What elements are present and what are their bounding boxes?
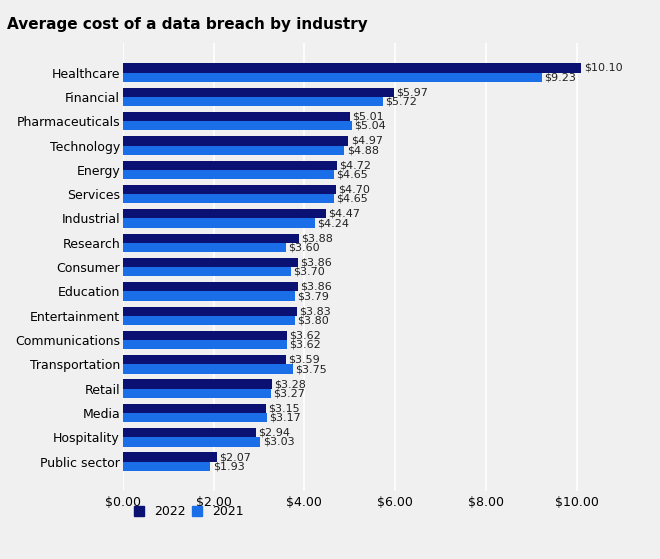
Text: $3.15: $3.15 [268, 404, 300, 414]
Text: $1.93: $1.93 [213, 461, 244, 471]
Text: $3.59: $3.59 [288, 355, 320, 365]
Text: $4.24: $4.24 [317, 218, 350, 228]
Text: $10.10: $10.10 [583, 63, 622, 73]
Text: $3.79: $3.79 [297, 291, 329, 301]
Bar [123, 112, 350, 121]
Text: $4.72: $4.72 [339, 160, 372, 170]
Bar [123, 63, 581, 73]
Bar [123, 437, 261, 447]
Bar [123, 234, 299, 243]
Bar [123, 355, 286, 364]
Text: $3.62: $3.62 [290, 330, 321, 340]
Bar [123, 243, 286, 252]
Text: $3.17: $3.17 [269, 413, 301, 423]
Bar [123, 194, 334, 203]
Bar [123, 258, 298, 267]
Text: $3.86: $3.86 [300, 258, 332, 268]
Bar [123, 340, 287, 349]
Bar [123, 145, 345, 155]
Text: $3.88: $3.88 [301, 233, 333, 243]
Legend: 2022, 2021: 2022, 2021 [129, 500, 249, 523]
Bar [123, 380, 272, 389]
Bar [123, 306, 297, 316]
Text: $5.04: $5.04 [354, 121, 385, 131]
Text: $3.28: $3.28 [274, 379, 306, 389]
Bar [123, 185, 336, 194]
Text: $2.94: $2.94 [259, 428, 290, 438]
Bar [123, 452, 216, 462]
Bar [123, 282, 298, 291]
Bar [123, 428, 256, 437]
Bar [123, 462, 211, 471]
Bar [123, 160, 337, 170]
Text: $3.80: $3.80 [298, 315, 329, 325]
Bar [123, 389, 271, 398]
Text: $9.23: $9.23 [544, 72, 576, 82]
Text: $3.60: $3.60 [288, 243, 320, 253]
Bar [123, 88, 394, 97]
Text: $3.86: $3.86 [300, 282, 332, 292]
Bar [123, 316, 295, 325]
Text: $4.47: $4.47 [328, 209, 360, 219]
Bar [123, 136, 348, 145]
Bar [123, 121, 352, 130]
Text: $4.65: $4.65 [336, 194, 368, 204]
Text: $4.97: $4.97 [350, 136, 383, 146]
Bar [123, 404, 266, 413]
Text: $4.70: $4.70 [339, 184, 370, 195]
Bar [123, 364, 293, 373]
Text: $4.65: $4.65 [336, 169, 368, 179]
Bar [123, 291, 295, 301]
Text: $3.83: $3.83 [299, 306, 331, 316]
Text: $3.27: $3.27 [273, 389, 306, 399]
Text: $5.97: $5.97 [396, 87, 428, 97]
Bar [123, 331, 287, 340]
Text: $2.07: $2.07 [219, 452, 251, 462]
Text: $5.72: $5.72 [385, 97, 416, 107]
Bar [123, 97, 383, 106]
Text: $4.88: $4.88 [346, 145, 379, 155]
Bar [123, 413, 267, 422]
Bar [123, 73, 542, 82]
Text: $3.70: $3.70 [293, 267, 325, 277]
Bar [123, 209, 326, 219]
Bar [123, 267, 291, 276]
Bar [123, 170, 334, 179]
Text: $3.03: $3.03 [263, 437, 294, 447]
Text: Average cost of a data breach by industry: Average cost of a data breach by industr… [7, 17, 368, 32]
Text: $5.01: $5.01 [352, 112, 384, 122]
Text: $3.62: $3.62 [290, 340, 321, 350]
Text: $3.75: $3.75 [295, 364, 327, 374]
Bar [123, 219, 315, 228]
